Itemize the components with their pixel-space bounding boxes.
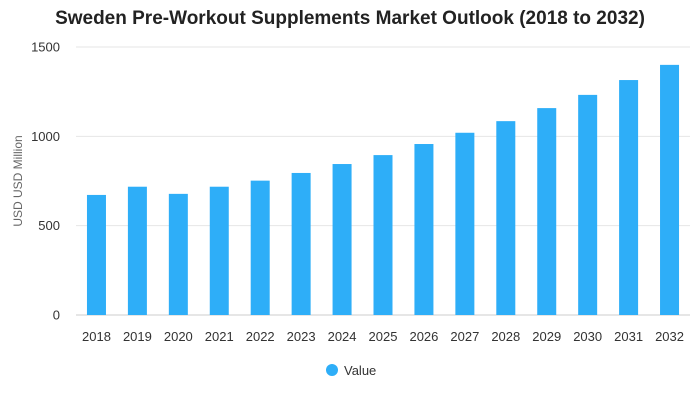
bar-2032[interactable] bbox=[660, 64, 680, 315]
y-tick-label: 500 bbox=[38, 218, 60, 233]
bar-2020[interactable] bbox=[168, 193, 188, 315]
x-tick-label: 2018 bbox=[82, 329, 111, 344]
x-tick-label: 2023 bbox=[287, 329, 316, 344]
chart-title: Sweden Pre-Workout Supplements Market Ou… bbox=[55, 8, 645, 29]
x-axis-ticks: 2018 2019 2020 2021 2022 2023 2024 2025 2026 2027… bbox=[82, 329, 684, 344]
y-axis-ticks: 0 500 1000 1500 bbox=[31, 40, 60, 323]
legend[interactable]: Value bbox=[326, 363, 376, 378]
bar-2023[interactable] bbox=[291, 172, 311, 315]
x-tick-label: 2028 bbox=[491, 329, 520, 344]
y-tick-label: 1000 bbox=[31, 129, 60, 144]
legend-marker bbox=[326, 364, 338, 376]
y-tick-label: 1500 bbox=[31, 40, 60, 55]
legend-label: Value bbox=[344, 363, 376, 378]
x-tick-label: 2021 bbox=[205, 329, 234, 344]
x-tick-label: 2030 bbox=[573, 329, 602, 344]
x-tick-label: 2031 bbox=[614, 329, 643, 344]
x-tick-label: 2019 bbox=[123, 329, 152, 344]
x-tick-label: 2025 bbox=[369, 329, 398, 344]
bar-2026[interactable] bbox=[414, 144, 434, 315]
bar-2018[interactable] bbox=[86, 194, 106, 315]
x-tick-label: 2032 bbox=[655, 329, 684, 344]
y-axis-title: USD USD Million bbox=[11, 135, 25, 226]
x-tick-label: 2024 bbox=[328, 329, 357, 344]
x-tick-label: 2022 bbox=[246, 329, 275, 344]
x-tick-label: 2027 bbox=[450, 329, 479, 344]
y-tick-label: 0 bbox=[53, 308, 60, 323]
bar-2021[interactable] bbox=[209, 186, 229, 315]
bar-2024[interactable] bbox=[332, 164, 352, 315]
bar-2025[interactable] bbox=[373, 155, 393, 315]
bar-2030[interactable] bbox=[578, 94, 598, 316]
bar-2029[interactable] bbox=[537, 108, 557, 315]
x-tick-label: 2020 bbox=[164, 329, 193, 344]
bar-2028[interactable] bbox=[496, 121, 516, 315]
bar-2027[interactable] bbox=[455, 132, 475, 315]
bar-2022[interactable] bbox=[250, 180, 270, 315]
bar-2019[interactable] bbox=[127, 186, 147, 315]
bar-2031[interactable] bbox=[619, 80, 639, 315]
x-tick-label: 2029 bbox=[532, 329, 561, 344]
x-tick-label: 2026 bbox=[409, 329, 438, 344]
bars bbox=[86, 64, 680, 316]
